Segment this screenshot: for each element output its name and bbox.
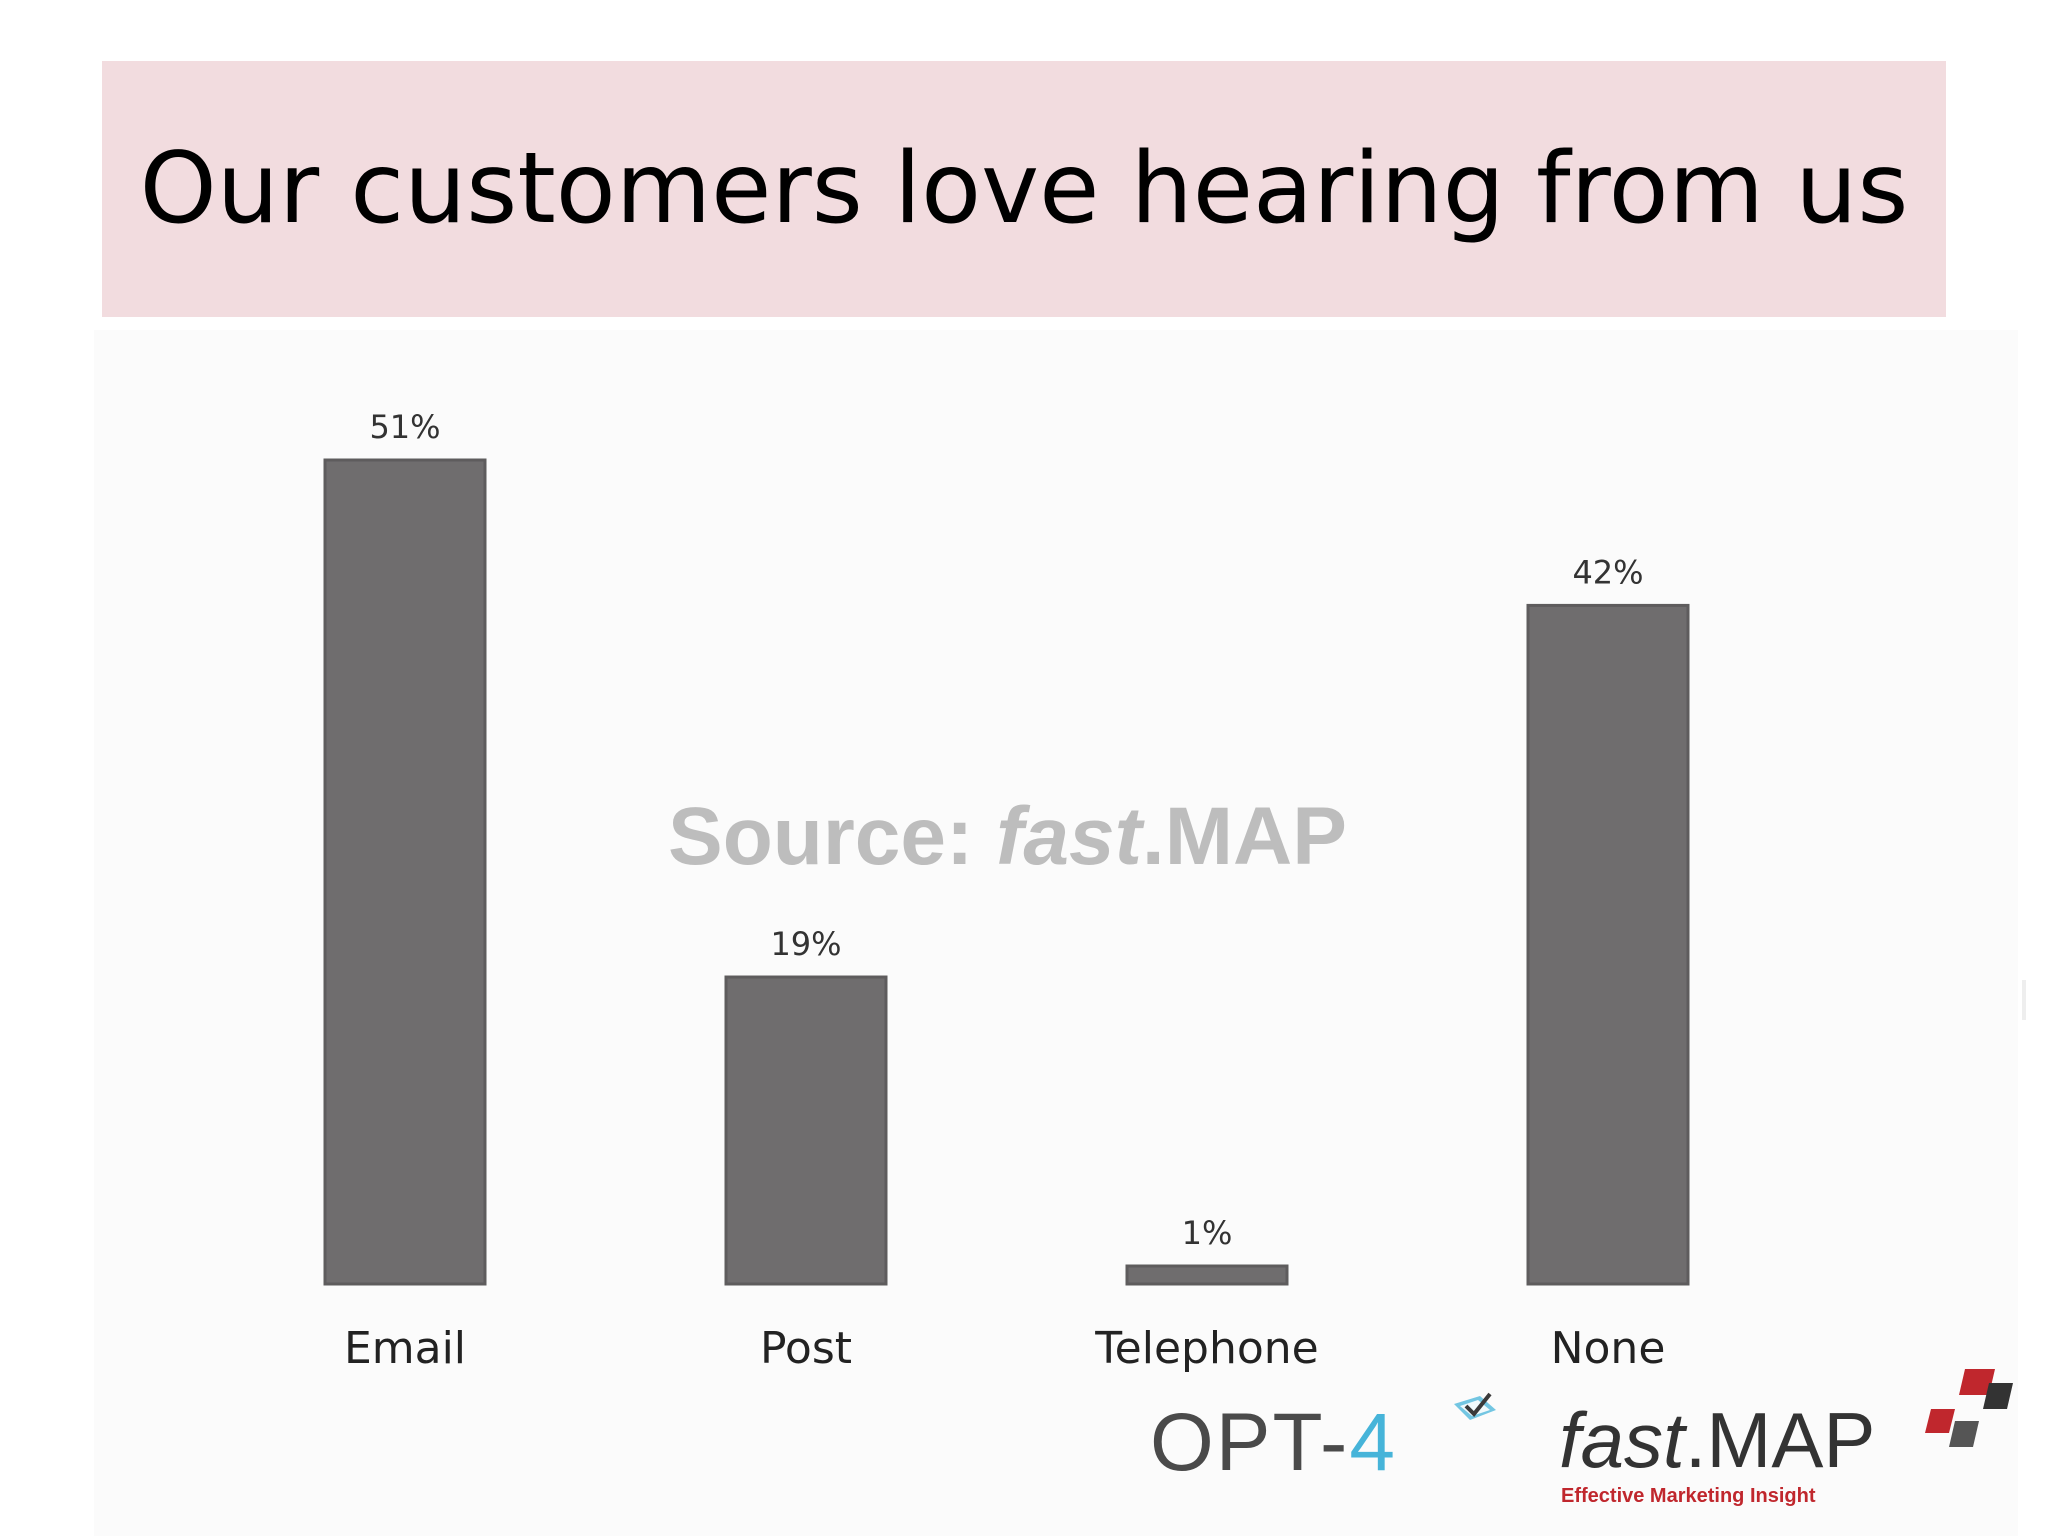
title-band: Our customers love hearing from us [102, 61, 1946, 317]
bar-post [724, 975, 888, 1286]
fastmap-cube-icon [1925, 1369, 2013, 1447]
edge-divider [2022, 980, 2026, 1020]
fastmap-logo-word: fast.MAP [1559, 1395, 1875, 1486]
opt4-checkbox-icon [1454, 1392, 1496, 1420]
watermark-prefix: Source: [668, 791, 997, 882]
bar-none [1526, 603, 1690, 1286]
category-label-post: Post [760, 1323, 852, 1374]
source-watermark: Source: fast.MAP [668, 790, 1347, 884]
bar-email [323, 458, 487, 1286]
fastmap-logo: fast.MAP Effective Marketing Insight [1555, 1365, 2025, 1515]
opt4-logo-main: OPT- [1150, 1397, 1350, 1488]
opt4-logo-accent: 4 [1349, 1397, 1397, 1488]
fastmap-logo-suffix: .MAP [1684, 1396, 1876, 1484]
slide-title: Our customers love hearing from us [139, 132, 1909, 246]
value-label-email: 51% [369, 408, 440, 446]
value-label-none: 42% [1572, 553, 1643, 591]
watermark-italic: fast [996, 791, 1142, 882]
fastmap-logo-italic: fast [1559, 1396, 1685, 1484]
category-label-email: Email [344, 1323, 466, 1374]
opt4-logo-text: OPT-4 [1150, 1396, 1397, 1490]
fastmap-tagline: Effective Marketing Insight [1561, 1485, 1816, 1507]
watermark-suffix: .MAP [1141, 791, 1347, 882]
category-label-telephone: Telephone [1094, 1323, 1318, 1374]
value-label-post: 19% [770, 925, 841, 963]
opt4-logo: OPT-4 [1150, 1390, 1510, 1500]
value-label-telephone: 1% [1182, 1214, 1233, 1252]
bar-telephone [1125, 1264, 1289, 1286]
category-label-none: None [1551, 1323, 1666, 1374]
